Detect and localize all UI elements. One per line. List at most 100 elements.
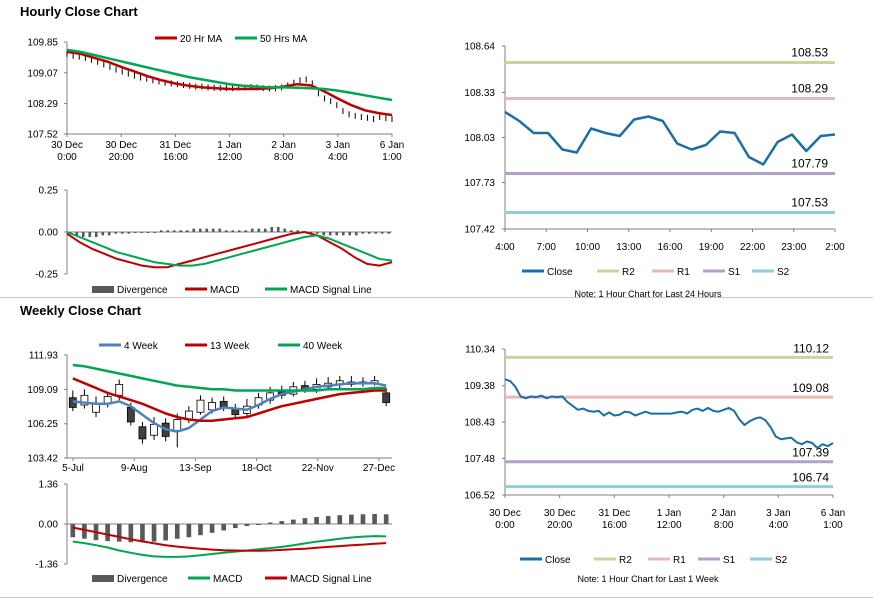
weekly-macd-divergence-bar [314, 516, 319, 524]
weekly-macd-divergence-bar [232, 524, 238, 529]
hourly-macd-divergence-bar [270, 226, 274, 232]
hourly-macd-divergence-bar [250, 228, 254, 232]
weekly-legend-4week-label: 4 Week [124, 341, 159, 352]
hourly-macd-divergence-bar [348, 232, 352, 236]
hourly-24h-y-tick: 108.64 [464, 42, 495, 53]
weekly-1h-x-tick-time: 20:00 [547, 520, 572, 531]
hourly-24h-legend-s1-label: S1 [728, 267, 741, 278]
weekly-1h-legend-s2-label: S2 [775, 555, 788, 566]
hourly-legend-ma50-label: 50 Hrs MA [260, 34, 308, 45]
hourly-price-x-tick-date: 3 Jan [326, 140, 350, 151]
weekly-1h-x-tick-time: 12:00 [656, 520, 681, 531]
hourly-price-ma50-line [66, 48, 393, 102]
hourly-24h-y-tick: 107.42 [464, 225, 495, 236]
hourly-price-x-tick-time: 20:00 [109, 152, 134, 163]
weekly-1h-y-tick: 110.34 [465, 345, 495, 356]
hourly-24h-y-tick: 107.73 [464, 178, 495, 189]
weekly-1h-level-label-s1: 107.39 [792, 446, 829, 460]
hourly-24h-x-tick: 22:00 [740, 242, 765, 253]
hourly-macd-divergence-bar [244, 230, 248, 232]
hourly-macd-divergence-bar [374, 232, 378, 234]
hourly-macd-y-tick: -0.25 [35, 270, 58, 281]
hourly-section-title: Hourly Close Chart [20, 4, 138, 19]
hourly-macd-divergence-bar [88, 232, 92, 238]
weekly-candle-body [138, 426, 147, 440]
weekly-1h-x-tick-date: 3 Jan [766, 508, 790, 519]
hourly-macd-divergence-bar [380, 232, 384, 234]
weekly-macd-divergence-bar [302, 518, 308, 524]
weekly-macd-divergence-bar [372, 514, 377, 524]
hourly-macd-divergence-bar [133, 232, 137, 233]
hourly-macd-divergence-bar [198, 228, 202, 232]
weekly-macd-divergence-bar [140, 524, 145, 543]
hourly-price-x-tick-date: 31 Dec [159, 140, 191, 151]
hourly-macd-divergence-bar [114, 232, 118, 234]
hourly-price-x-tick-time: 4:00 [328, 152, 348, 163]
weekly-1h-x-tick-time: 8:00 [714, 520, 734, 531]
weekly-macd-y-tick: 0.00 [39, 520, 59, 531]
weekly-price-y-tick: 106.25 [27, 419, 58, 430]
weekly-price-y-tick: 109.09 [27, 385, 58, 396]
weekly-macd-divergence-bar [337, 515, 343, 524]
hourly-macd-divergence-bar [211, 228, 215, 232]
weekly-macd-divergence-bar [325, 516, 331, 524]
hourly-macd-divergence-bar [328, 232, 332, 236]
hourly-price-ma20-line [66, 50, 393, 117]
hourly-macd-divergence-bar [361, 232, 365, 234]
weekly-1h-legend-s1-label: S1 [723, 555, 736, 566]
hourly-macd-divergence-bar [257, 228, 261, 232]
weekly-1h-x-tick-date: 31 Dec [598, 508, 630, 519]
weekly-1h-note: Note: 1 Hour Chart for Last 1 Week [578, 574, 719, 584]
hourly-24h-legend-r1-label: R1 [677, 267, 690, 278]
hourly-macd-divergence-bar [81, 232, 85, 238]
weekly-price-x-tick: 18-Oct [242, 463, 272, 474]
weekly-price-40-week-line [72, 363, 387, 392]
hourly-24h-legend-close-label: Close [547, 267, 573, 278]
hourly-24h-close-line [504, 110, 836, 166]
hourly-macd-signal-line [66, 231, 393, 267]
hourly-macd-divergence-bar [179, 230, 183, 232]
hourly-legend-ma20-label: 20 Hr MA [180, 34, 223, 45]
weekly-macd-divergence-bar [128, 524, 134, 543]
hourly-price-x-tick-date: 1 Jan [217, 140, 241, 151]
hourly-price-x-tick-time: 8:00 [274, 152, 294, 163]
weekly-1h-x-tick-time: 16:00 [602, 520, 627, 531]
hourly-macd-divergence-bar [159, 230, 163, 232]
hourly-macd-divergence-bar [127, 232, 131, 234]
hourly-24h-x-tick: 10:00 [575, 242, 600, 253]
weekly-candle-body [150, 423, 158, 436]
weekly-macd-divergence-bar [221, 524, 227, 531]
weekly-1h-level-label-s2: 106.74 [792, 471, 829, 485]
hourly-24h-level-label-s2: 107.53 [791, 196, 828, 210]
hourly-macd-divergence-bar [94, 232, 98, 238]
hourly-macd-divergence-bar [276, 226, 280, 232]
weekly-price-4-week-line [72, 381, 387, 433]
hourly-price-x-tick-time: 0:00 [57, 152, 77, 163]
hourly-macd-y-tick: 0.00 [39, 228, 59, 239]
weekly-1h-level-label-r1: 109.08 [792, 381, 829, 395]
weekly-macd-divergence-bar [209, 524, 215, 533]
hourly-price-y-tick: 107.52 [27, 130, 58, 141]
hourly-24h-x-tick: 7:00 [537, 242, 557, 253]
hourly-macd-divergence-bar [263, 228, 267, 232]
weekly-price-x-tick: 22-Nov [302, 463, 334, 474]
section-divider [0, 297, 873, 298]
hourly-macd-divergence-bar [231, 230, 235, 232]
weekly-price-13-week-line [72, 377, 387, 422]
weekly-macd-divergence-bar [186, 524, 192, 538]
hourly-macd-divergence-bar [218, 228, 222, 232]
hourly-macd-divergence-bar [283, 228, 287, 232]
weekly-macd-divergence-bar [244, 524, 250, 527]
weekly-price-x-tick: 13-Sep [179, 463, 212, 474]
weekly-1h-x-tick-time: 1:00 [823, 520, 843, 531]
hourly-24h-x-tick: 16:00 [657, 242, 682, 253]
weekly-1h-x-tick-date: 6 Jan [821, 508, 845, 519]
weekly-macd-legend-macd-label: MACD [213, 574, 242, 585]
hourly-macd-divergence-bar [296, 230, 300, 232]
weekly-section-title: Weekly Close Chart [20, 303, 142, 318]
hourly-macd-divergence-bar [341, 232, 345, 236]
weekly-macd-divergence-bar [256, 524, 261, 525]
weekly-macd-divergence-bar [383, 514, 389, 524]
hourly-price-x-tick-time: 16:00 [163, 152, 188, 163]
